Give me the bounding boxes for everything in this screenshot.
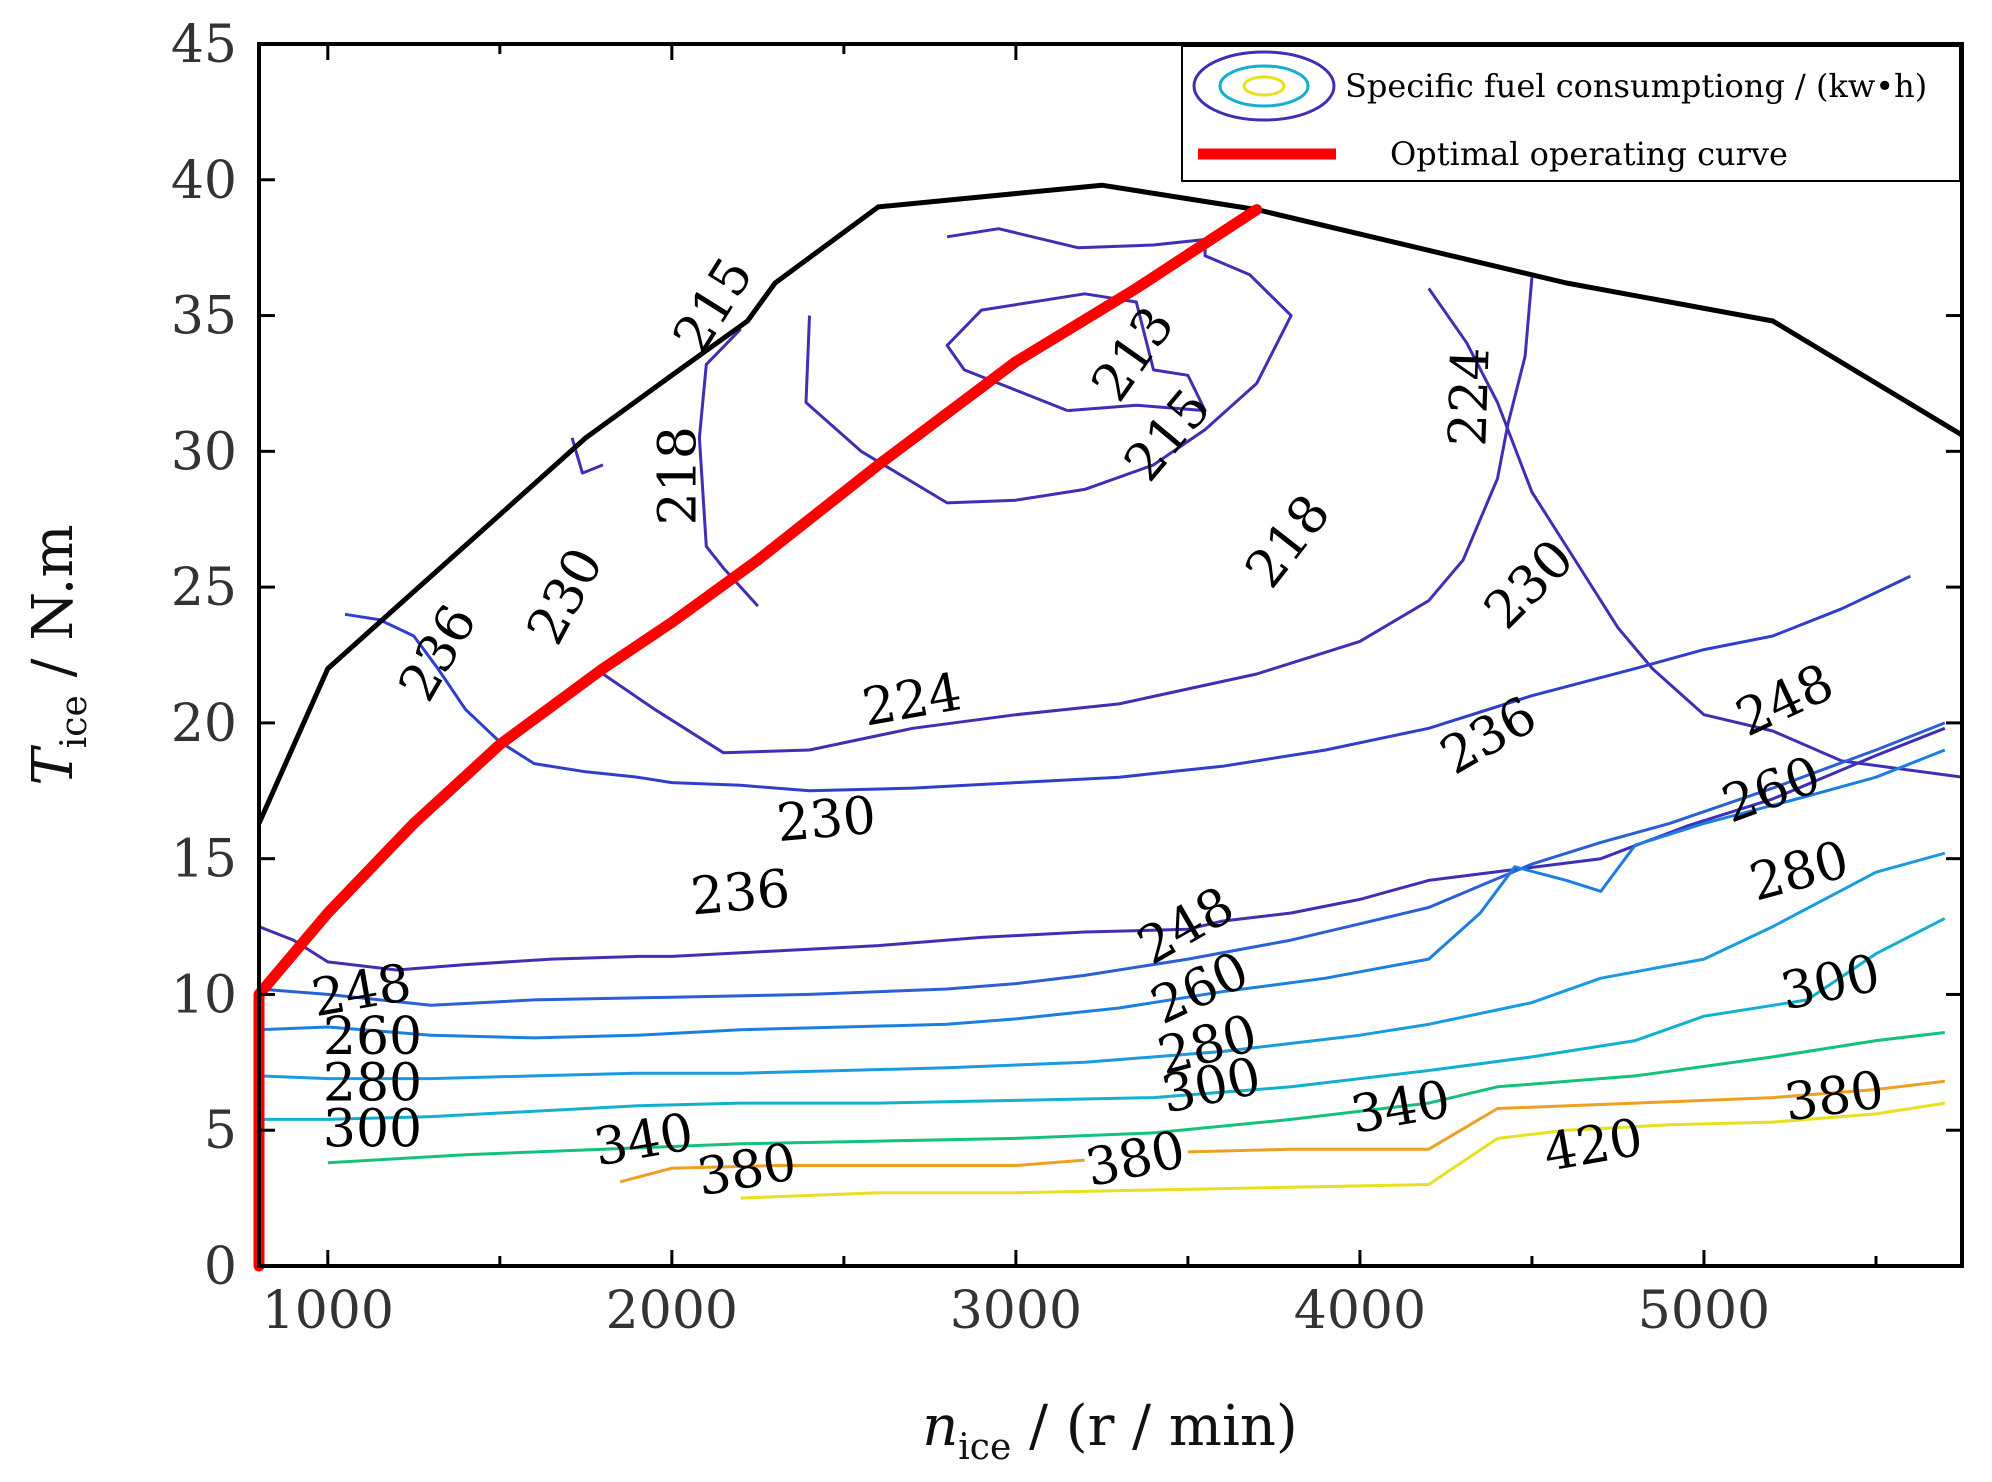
contour-label-300: 300 xyxy=(323,1099,422,1159)
boundary-layer xyxy=(256,182,1964,825)
contour-label-248: 248 xyxy=(1727,653,1842,749)
contour-line-224 xyxy=(1427,287,1962,779)
plot-frame xyxy=(257,42,1964,1268)
x-tick-label: 4000 xyxy=(1294,1281,1426,1341)
contour-label-380: 380 xyxy=(1781,1060,1888,1133)
contour-label-300: 300 xyxy=(1776,943,1886,1022)
y-tick-label: 5 xyxy=(204,1101,237,1161)
torque-boundary-line xyxy=(256,182,1964,825)
optimal-layer xyxy=(253,204,1263,1272)
contour-label-236: 236 xyxy=(688,859,792,927)
y-tick-label: 40 xyxy=(171,151,237,211)
y-tick-label: 0 xyxy=(204,1237,237,1297)
contour-line-380 xyxy=(619,1158,1085,1184)
contour-line-280 xyxy=(259,851,1946,1081)
x-tick-label: 2000 xyxy=(606,1281,738,1341)
contour-label-218: 218 xyxy=(649,426,709,525)
contour-label-230: 230 xyxy=(774,786,878,854)
y-tick-label: 35 xyxy=(171,287,237,347)
contour-line-218 xyxy=(602,277,1534,755)
x-axis-title: nice / (r / min) xyxy=(922,1394,1298,1468)
legend-contour-icon xyxy=(1192,50,1336,122)
contour-line-215 xyxy=(804,227,1293,505)
contour-line-300 xyxy=(259,917,1946,1121)
contour-line-248 xyxy=(259,721,1946,1007)
contour-label-230: 230 xyxy=(1473,528,1586,641)
contour-label-260: 260 xyxy=(1715,745,1829,835)
contour-label-224: 224 xyxy=(858,662,966,738)
contour-label-230: 230 xyxy=(516,538,616,654)
y-tick-label: 20 xyxy=(171,694,237,754)
optimal-operating-curve xyxy=(253,204,1263,1272)
legend-label-sfc: Specific fuel consumptiong / (kw•h) xyxy=(1345,67,1927,105)
contour-label-236: 236 xyxy=(388,595,490,711)
contour-line-230 xyxy=(259,726,1946,972)
y-tick-label: 15 xyxy=(171,830,237,890)
contour-layer xyxy=(259,227,1962,1200)
contour-line-420 xyxy=(740,1101,1946,1200)
legend-label-optimal: Optimal operating curve xyxy=(1390,135,1788,173)
contour-label-224: 224 xyxy=(1438,346,1501,447)
y-axis-title: Tice / N.m xyxy=(21,524,95,785)
contour-label-236: 236 xyxy=(1431,685,1547,787)
contour-line-213 xyxy=(945,292,1207,413)
contour-label-280: 280 xyxy=(323,1053,422,1113)
contour-label-380: 380 xyxy=(1081,1120,1191,1199)
contour-label-340: 340 xyxy=(1347,1070,1455,1146)
contour-line-380 xyxy=(1187,1079,1945,1154)
y-tick-label: 30 xyxy=(171,422,237,482)
contour-label-215: 215 xyxy=(662,248,765,364)
contour-line-236 xyxy=(344,574,1912,793)
y-tick-label: 45 xyxy=(171,15,237,75)
contour-line-340 xyxy=(327,1031,1945,1165)
contour-label-280: 280 xyxy=(1744,830,1855,914)
x-tick-label: 3000 xyxy=(950,1281,1082,1341)
y-tick-label: 25 xyxy=(171,558,237,618)
contour-label-218: 218 xyxy=(1234,484,1342,599)
y-tick-label: 10 xyxy=(171,965,237,1025)
contour-line-260 xyxy=(259,748,1946,1040)
axis-ticks: 1000 2000 3000 4000 5000 0 5 10 15 20 25 30 35 40 45 xyxy=(171,15,1962,1341)
contour-label-260: 260 xyxy=(323,1007,422,1067)
contour-label-420: 420 xyxy=(1539,1108,1647,1184)
legend: Specific fuel consumptiong / (kw•h) Opti… xyxy=(1181,45,1961,182)
x-tick-label: 1000 xyxy=(262,1281,394,1341)
x-tick-label: 5000 xyxy=(1638,1281,1770,1341)
